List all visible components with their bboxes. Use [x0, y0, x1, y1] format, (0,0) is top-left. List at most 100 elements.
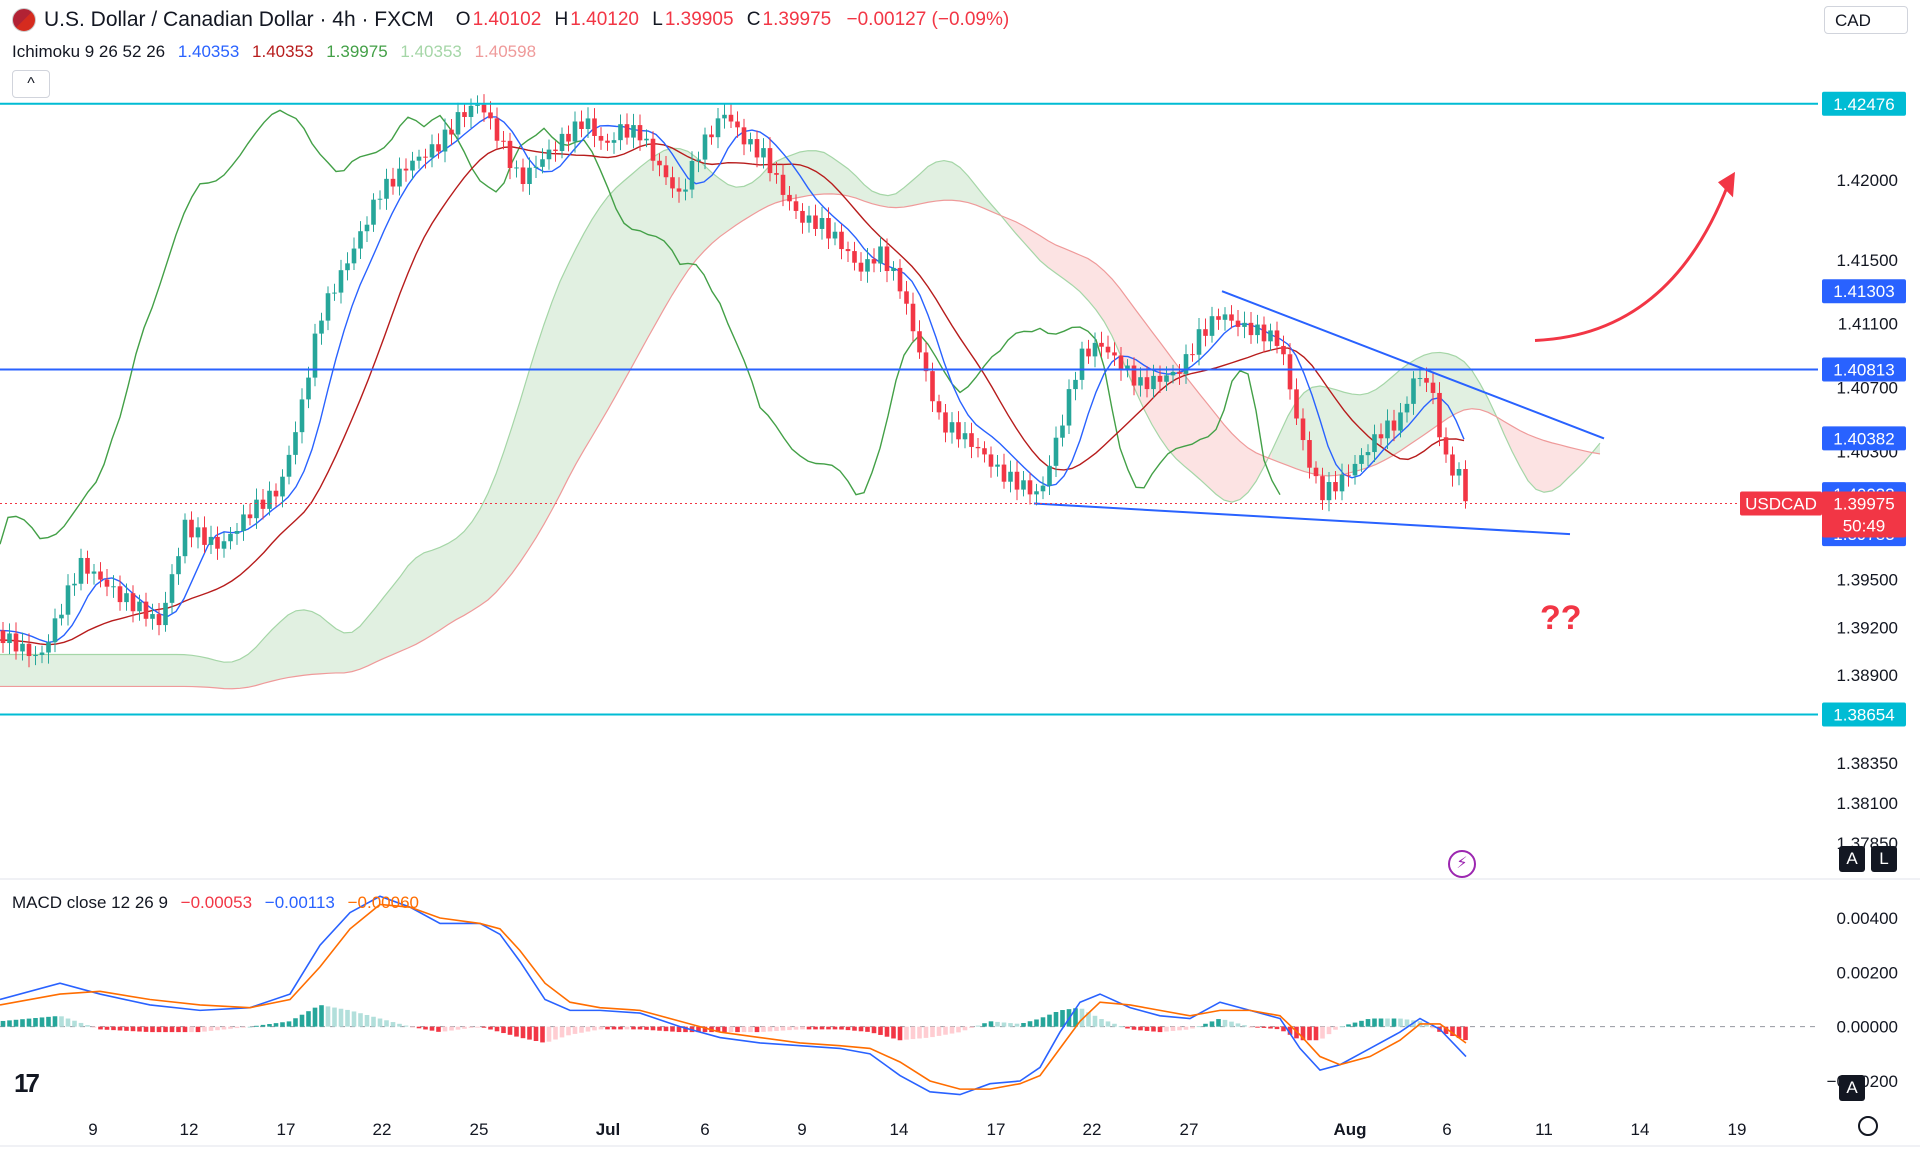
macd-histogram-bar — [494, 1026, 500, 1032]
ichimoku-cloud-segment — [80, 654, 88, 687]
macd-histogram-bar — [969, 1026, 974, 1028]
macd-histogram-bar — [0, 1020, 6, 1027]
macd-histogram-bar — [241, 1026, 246, 1028]
candle-body — [1008, 471, 1013, 482]
ichimoku-cloud-segment — [32, 654, 40, 687]
candle-body — [533, 166, 539, 168]
currency-button[interactable]: CAD — [1824, 6, 1908, 34]
ichimoku-cloud-segment — [1120, 288, 1128, 374]
macd-histogram-bar — [767, 1026, 773, 1032]
macd-histogram-bar — [624, 1026, 630, 1030]
ichimoku-cloud-segment — [1272, 433, 1280, 463]
macd-histogram-bar — [449, 1026, 454, 1031]
macd-histogram-bar — [910, 1026, 916, 1040]
candle-body — [689, 160, 695, 190]
ichimoku-cloud-segment — [1168, 352, 1176, 459]
candle-body — [741, 127, 747, 145]
candle-body — [1326, 482, 1332, 501]
candle-body — [410, 160, 415, 171]
macd-histogram-bar — [1099, 1019, 1104, 1027]
macd-histogram-bar — [1281, 1026, 1286, 1032]
candle-body — [345, 263, 350, 271]
auto-scale-button[interactable]: A — [1839, 846, 1865, 872]
macd-histogram-bar — [293, 1018, 298, 1027]
macd-auto-scale-button[interactable]: A — [1839, 1075, 1865, 1101]
ichimoku-cloud-segment — [184, 654, 192, 687]
ichimoku-cloud-segment — [808, 150, 816, 196]
candle-body — [156, 614, 162, 626]
ichimoku-cloud-segment — [168, 654, 176, 687]
price-label-box — [1822, 91, 1906, 116]
ichimoku-cloud-segment — [0, 654, 8, 687]
candle-body — [397, 168, 402, 187]
ichimoku-cloud-segment — [264, 629, 272, 684]
candle-body — [176, 556, 181, 575]
candle-body — [507, 140, 513, 168]
macd-histogram-bar — [1216, 1019, 1221, 1027]
candle-body — [826, 218, 831, 239]
ichimoku-cloud-segment — [1328, 387, 1336, 476]
collapse-legend-button[interactable]: ^ — [12, 70, 50, 98]
price-axis-tick-label: 1.42000 — [1837, 171, 1898, 190]
candle-body — [748, 139, 753, 145]
macd-histogram-bar — [793, 1026, 799, 1030]
candle-body — [1216, 316, 1221, 320]
macd-histogram-bar — [1001, 1022, 1007, 1027]
macd-histogram-bar — [1385, 1018, 1390, 1027]
bolt-icon[interactable]: ⚡ — [1448, 850, 1476, 878]
macd-histogram-bar — [663, 1026, 669, 1032]
macd-legend[interactable]: MACD close 12 26 9 −0.00053 −0.00113 −0.… — [12, 893, 427, 913]
macd-histogram-bar — [384, 1020, 389, 1027]
macd-histogram-bar — [1326, 1026, 1332, 1035]
macd-histogram-bar — [1359, 1020, 1364, 1027]
macd-label: MACD close 12 26 9 — [12, 893, 168, 912]
candle-body — [46, 642, 51, 653]
macd-histogram-bar — [1073, 1008, 1078, 1027]
log-scale-button[interactable]: L — [1871, 846, 1897, 872]
macd-histogram-bar — [371, 1016, 376, 1027]
macd-histogram-bar — [956, 1026, 961, 1033]
question-annotation: ?? — [1540, 599, 1582, 637]
macd-histogram-bar — [936, 1026, 942, 1036]
ichimoku-cloud-segment — [48, 654, 56, 687]
candle-body — [910, 303, 916, 332]
symbol-title[interactable]: U.S. Dollar / Canadian Dollar · 4h · FXC… — [44, 8, 434, 31]
macd-histogram-bar — [897, 1026, 903, 1041]
price-label-box — [1822, 426, 1906, 451]
ichimoku-cloud-segment — [1240, 441, 1248, 500]
time-axis-tick-label: 14 — [1631, 1120, 1650, 1139]
candle-body — [852, 251, 857, 263]
macd-histogram-bar — [826, 1026, 831, 1030]
macd-histogram-bar — [1307, 1026, 1312, 1041]
time-axis-tick-label: 9 — [797, 1120, 806, 1139]
candle-body — [1235, 320, 1241, 327]
ichimoku-legend[interactable]: Ichimoku 9 26 52 26 1.40353 1.40353 1.39… — [12, 42, 544, 62]
settings-gear-icon[interactable] — [1858, 1116, 1878, 1136]
candle-body — [878, 246, 883, 264]
candle-body — [1079, 348, 1085, 380]
ichimoku-cloud-segment — [704, 165, 712, 252]
candle-body — [754, 139, 760, 158]
ichimoku-cloud-segment — [456, 531, 464, 620]
ichimoku-cloud-segment — [1152, 331, 1160, 438]
ichimoku-cloud-segment — [864, 184, 872, 204]
ichimoku-cloud-segment — [448, 538, 456, 625]
candle-body — [787, 194, 792, 202]
ichimoku-cloud-segment — [880, 194, 888, 208]
ichimoku-cloud-segment — [232, 659, 240, 689]
candle-body — [325, 293, 331, 321]
candle-body — [13, 633, 19, 652]
price-label-box — [1822, 279, 1906, 304]
ichimoku-cloud-segment — [72, 654, 80, 687]
chevron-up-icon: ^ — [27, 75, 35, 92]
candle-body — [371, 199, 376, 225]
ichimoku-cloud-segment — [128, 654, 136, 687]
macd-histogram-bar — [1372, 1018, 1377, 1027]
price-label-box — [1822, 702, 1906, 727]
ichimoku-cloud-segment — [96, 654, 104, 687]
ichimoku-cloud-segment — [912, 173, 920, 206]
time-axis-tick-label: 25 — [470, 1120, 489, 1139]
candle-body — [306, 377, 311, 400]
candle-body — [806, 215, 812, 223]
